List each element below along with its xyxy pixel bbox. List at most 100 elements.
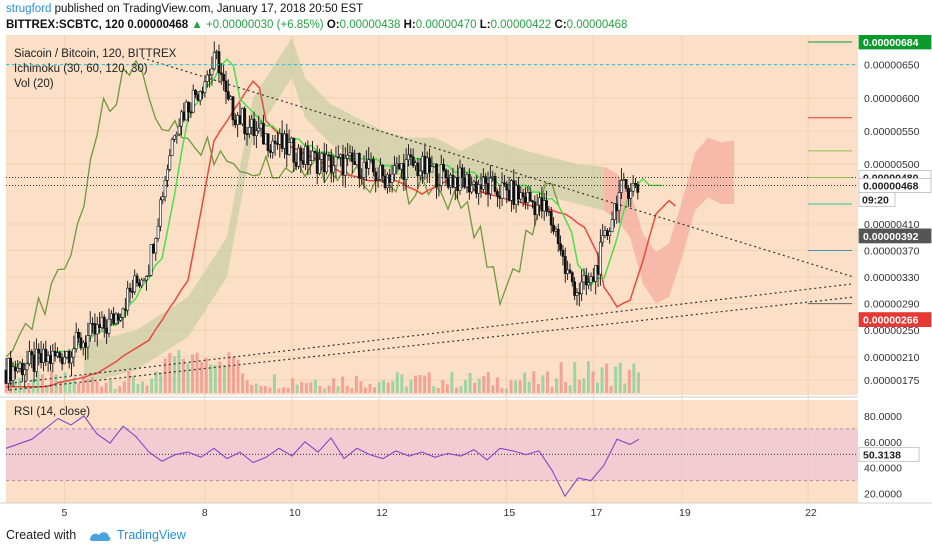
candle-body [98, 324, 102, 328]
candle-body [100, 316, 104, 328]
candle-body [79, 337, 83, 349]
change-up-icon: ▲ [191, 19, 203, 31]
volume-bar [309, 382, 313, 393]
volume-bar [213, 364, 217, 393]
time-tick-label: 15 [504, 507, 516, 519]
open-label: O: [326, 19, 340, 31]
candle-body [9, 357, 13, 381]
candle-body [327, 154, 331, 157]
low-label: L: [479, 19, 491, 31]
rsi-value-label: 50.3138 [863, 449, 901, 461]
volume-bar [232, 357, 235, 393]
volume-bar [409, 379, 413, 393]
volume-bar [441, 380, 445, 393]
volume-bar [436, 387, 440, 393]
candle-body [460, 167, 464, 179]
trendline-upper [142, 57, 855, 278]
trendline-lower-2 [9, 296, 855, 391]
candle-body [393, 165, 396, 175]
volume-bar [632, 363, 636, 393]
volume-bar [150, 378, 154, 393]
volume-bar [450, 372, 454, 393]
candle-body [187, 101, 190, 113]
price-tag-box [858, 228, 932, 244]
candle-body [297, 147, 300, 167]
candle-body [175, 133, 179, 137]
candle-body [240, 108, 244, 125]
candle-body [580, 281, 584, 295]
volume-bar [354, 375, 358, 393]
candle-body [538, 197, 541, 206]
volume-bar [414, 375, 417, 393]
volume-bar [145, 385, 149, 393]
candle-body [91, 323, 94, 325]
candle-body [442, 164, 445, 171]
candle-body [301, 160, 305, 165]
candle-body [311, 150, 314, 161]
candle-body [4, 369, 8, 384]
price-tick-label: 0.00000210 [864, 352, 920, 364]
candle-body [533, 201, 537, 216]
volume-bar [609, 386, 613, 393]
candle-body [407, 154, 410, 161]
ichimoku-cloud-bull [84, 37, 604, 384]
candle-body [400, 163, 403, 170]
volume-bar [154, 371, 158, 393]
volume-bar [159, 372, 163, 393]
time-tick-label: 5 [62, 507, 68, 519]
candle-body [514, 184, 518, 205]
volume-bar [181, 358, 185, 393]
candle-body [341, 154, 345, 176]
trendline-lower-1 [9, 283, 855, 384]
chart-area[interactable]: 0.00000650 0.00000600 0.00000550 0.00000500… [0, 35, 932, 522]
candle-body [254, 130, 258, 136]
candle-body [521, 192, 525, 198]
candle-body [304, 145, 307, 165]
volume-bar [59, 381, 63, 393]
candle-body [575, 292, 579, 296]
candle-body [46, 355, 50, 362]
candle-body [180, 111, 183, 127]
time-axis-background [0, 503, 932, 522]
price-tag-label: 09:20 [862, 194, 889, 206]
volume-bar [509, 380, 513, 393]
volume-bar [486, 371, 490, 393]
candle-body [126, 287, 130, 311]
volume-bar [136, 383, 140, 393]
candle-body [594, 265, 598, 282]
candle-body [217, 51, 221, 74]
volume-bar [373, 387, 377, 393]
tradingview-brand[interactable]: TradingView [117, 528, 186, 542]
candle-body [287, 142, 291, 155]
volume-bar [573, 361, 577, 393]
volume-bar [327, 385, 331, 393]
candle-body [107, 318, 111, 334]
candle-body [189, 111, 193, 114]
candle-body [444, 169, 448, 179]
candle-body [315, 152, 319, 174]
candle-body [577, 292, 581, 295]
volume-bar [596, 382, 599, 393]
candle-body [299, 147, 303, 161]
volume-bar [141, 381, 144, 393]
candle-body [276, 143, 279, 145]
candle-body [456, 177, 460, 192]
candle-body [32, 354, 36, 372]
candle-body [81, 342, 85, 349]
last-price: 0.00000468 [127, 19, 189, 31]
volume-bar [445, 384, 449, 393]
volume-bar [127, 371, 131, 393]
candle-body [6, 357, 10, 384]
author-link[interactable]: strugford [6, 3, 52, 15]
candle-body [84, 342, 87, 348]
candle-body [350, 152, 354, 162]
candle-body [128, 287, 132, 292]
legend-ichimoku: Ichimoku (30, 60, 120, 30) [14, 63, 148, 75]
volume-bar [195, 352, 199, 393]
volume-bar [404, 386, 408, 393]
volume-bar [50, 371, 53, 393]
candle-body [325, 154, 328, 173]
volume-bar [318, 385, 322, 393]
candle-body [13, 366, 17, 372]
volume-bar [254, 383, 258, 393]
